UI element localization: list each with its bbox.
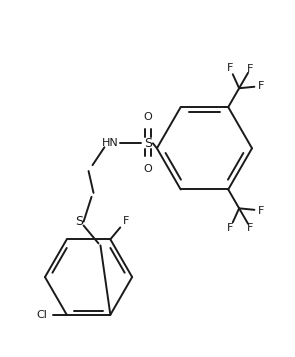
Text: O: O (144, 112, 153, 122)
Text: HN: HN (102, 138, 119, 149)
Text: F: F (258, 206, 264, 216)
Text: F: F (123, 216, 130, 226)
Text: F: F (227, 223, 234, 233)
Text: F: F (258, 81, 264, 91)
Text: S: S (144, 137, 152, 150)
Text: F: F (227, 63, 234, 74)
Text: O: O (144, 164, 153, 174)
Text: S: S (75, 215, 83, 228)
Text: Cl: Cl (36, 310, 47, 320)
Text: F: F (247, 64, 254, 74)
Text: F: F (247, 223, 254, 233)
